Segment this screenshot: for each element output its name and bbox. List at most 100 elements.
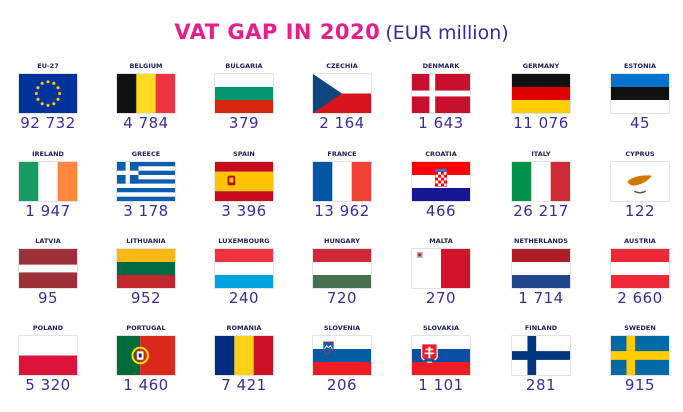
vat-gap-value: 92 732 (20, 114, 76, 132)
country-item: IRELAND 1 947 (8, 150, 88, 220)
hungary-flag-icon (313, 249, 371, 288)
country-item: ESTONIA 45 (600, 62, 680, 132)
country-name: GREECE (131, 150, 161, 158)
vat-gap-value: 45 (629, 114, 651, 132)
country-name: DENMARK (422, 62, 460, 70)
country-name: LUXEMBOURG (218, 237, 270, 245)
vat-gap-value: 2 164 (319, 114, 365, 132)
country-name: BELGIUM (129, 62, 163, 70)
country-name: FRANCE (327, 150, 357, 158)
austria-flag-icon (611, 249, 669, 288)
romania-flag-icon (215, 336, 273, 375)
slovakia-flag-icon (412, 336, 470, 375)
country-name: FINLAND (524, 324, 558, 332)
bulgaria-flag-icon (215, 74, 273, 113)
country-name: NETHERLANDS (514, 237, 568, 245)
vat-gap-value: 3 178 (123, 202, 169, 220)
vat-gap-value: 240 (228, 289, 260, 307)
estonia-flag-icon (611, 74, 669, 113)
vat-gap-value: 122 (624, 202, 656, 220)
country-name: AUSTRIA (624, 237, 656, 245)
country-item: BULGARIA 379 (204, 62, 284, 132)
vat-gap-value: 3 396 (221, 202, 267, 220)
country-name: ITALY (531, 150, 551, 158)
country-name: ESTONIA (624, 62, 656, 70)
vat-gap-value: 1 643 (418, 114, 464, 132)
country-name: LATVIA (35, 237, 61, 245)
belgium-flag-icon (117, 74, 175, 113)
country-name: SPAIN (233, 150, 255, 158)
country-item: GREECE 3 178 (106, 150, 186, 220)
vat-gap-value: 270 (425, 289, 457, 307)
country-item: CROATIA 466 (401, 150, 481, 220)
cyprus-flag-icon (611, 162, 669, 201)
vat-gap-value: 7 421 (221, 376, 267, 394)
country-name: MALTA (429, 237, 453, 245)
vat-gap-value: 952 (130, 289, 162, 307)
netherlands-flag-icon (512, 249, 570, 288)
country-item: GERMANY 11 076 (501, 62, 581, 132)
country-item: POLAND 5 320 (8, 324, 88, 394)
country-item: MALTA 270 (401, 237, 481, 307)
page-title: VAT GAP IN 2020 (EUR million) (0, 20, 683, 44)
country-item: NETHERLANDS 1 714 (501, 237, 581, 307)
malta-flag-icon (412, 249, 470, 288)
country-name: CZECHIA (326, 62, 358, 70)
title-unit: (EUR million) (385, 22, 509, 44)
country-name: SWEDEN (624, 324, 656, 332)
country-name: GERMANY (522, 62, 560, 70)
country-item: FINLAND 281 (501, 324, 581, 394)
spain-flag-icon (215, 162, 273, 201)
vat-gap-value: 13 962 (314, 202, 370, 220)
portugal-flag-icon (117, 336, 175, 375)
country-name: EU-27 (37, 62, 59, 70)
country-name: LITHUANIA (126, 237, 166, 245)
latvia-flag-icon (19, 249, 77, 288)
poland-flag-icon (19, 336, 77, 375)
vat-gap-value: 720 (326, 289, 358, 307)
country-item: BELGIUM 4 784 (106, 62, 186, 132)
vat-gap-value: 466 (425, 202, 457, 220)
vat-gap-value: 1 714 (518, 289, 564, 307)
vat-gap-value: 1 101 (418, 376, 464, 394)
croatia-flag-icon (412, 162, 470, 201)
country-item: SPAIN 3 396 (204, 150, 284, 220)
country-name: ROMANIA (226, 324, 262, 332)
country-item: SLOVENIA 206 (302, 324, 382, 394)
country-item: AUSTRIA 2 660 (600, 237, 680, 307)
country-item: LITHUANIA 952 (106, 237, 186, 307)
lithuania-flag-icon (117, 249, 175, 288)
country-name: POLAND (32, 324, 64, 332)
sweden-flag-icon (611, 336, 669, 375)
country-name: BULGARIA (225, 62, 263, 70)
country-item: FRANCE 13 962 (302, 150, 382, 220)
ireland-flag-icon (19, 162, 77, 201)
vat-gap-value: 915 (624, 376, 656, 394)
country-name: PORTUGAL (126, 324, 166, 332)
country-item: CZECHIA 2 164 (302, 62, 382, 132)
vat-gap-value: 11 076 (513, 114, 569, 132)
country-item: EU-27 92 732 (8, 62, 88, 132)
country-item: HUNGARY 720 (302, 237, 382, 307)
country-name: SLOVAKIA (422, 324, 460, 332)
vat-gap-value: 26 217 (513, 202, 569, 220)
country-item: SWEDEN 915 (600, 324, 680, 394)
country-item: LATVIA 95 (8, 237, 88, 307)
germany-flag-icon (512, 74, 570, 113)
vat-gap-value: 4 784 (123, 114, 169, 132)
vat-gap-value: 379 (228, 114, 260, 132)
country-item: CYPRUS 122 (600, 150, 680, 220)
vat-gap-value: 1 460 (123, 376, 169, 394)
denmark-flag-icon (412, 74, 470, 113)
vat-gap-value: 206 (326, 376, 358, 394)
vat-gap-value: 2 660 (617, 289, 663, 307)
greece-flag-icon (117, 162, 175, 201)
country-name: IRELAND (32, 150, 64, 158)
country-item: SLOVAKIA 1 101 (401, 324, 481, 394)
czechia-flag-icon (313, 74, 371, 113)
country-name: CROATIA (425, 150, 457, 158)
country-name: SLOVENIA (323, 324, 361, 332)
vat-gap-value: 281 (525, 376, 557, 394)
italy-flag-icon (512, 162, 570, 201)
vat-gap-value: 1 947 (25, 202, 71, 220)
